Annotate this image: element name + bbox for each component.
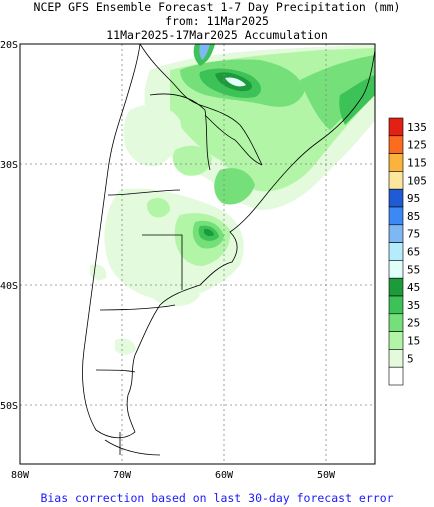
legend-swatch	[388, 117, 404, 137]
legend-swatch	[388, 277, 404, 297]
legend-label: 15	[407, 335, 420, 348]
legend-label: 25	[407, 317, 420, 330]
map-subtitle-period: 11Mar2025-17Mar2025 Accumulation	[106, 28, 328, 42]
legend-label: 45	[407, 281, 420, 294]
legend-label: 95	[407, 192, 420, 205]
legend-swatch	[388, 153, 404, 172]
legend-label: 5	[407, 352, 414, 365]
map-subtitle-init: from: 11Mar2025	[165, 14, 269, 28]
map-title: NCEP GFS Ensemble Forecast 1-7 Day Preci…	[33, 0, 401, 14]
lon-label-70w: 70W	[113, 470, 132, 481]
legend-swatch	[388, 171, 404, 190]
legend-label: 55	[407, 263, 420, 276]
legend-label: 35	[407, 299, 420, 312]
legend-swatch	[388, 295, 404, 315]
legend-label: 75	[407, 228, 420, 241]
legend-swatch	[388, 206, 404, 226]
lat-label-20s: 20S	[0, 40, 18, 51]
legend-label: 115	[407, 157, 427, 170]
bias-correction-note: Bias correction based on last 30-day for…	[40, 491, 394, 505]
legend-swatch	[388, 366, 404, 386]
precipitation-legend: 135 125 115 105 95 85 75 65 55 45 35 25 15 5	[388, 117, 427, 386]
legend-swatch	[388, 260, 404, 279]
lat-label-50s: 50S	[0, 401, 18, 412]
legend-swatch	[388, 313, 404, 332]
legend-label: 65	[407, 246, 420, 259]
legend-swatch	[388, 224, 404, 243]
legend-swatch	[388, 188, 404, 208]
legend-label: 105	[407, 174, 427, 187]
legend-label: 135	[407, 121, 427, 134]
legend-swatch	[388, 135, 404, 154]
lat-label-40s: 40S	[0, 281, 18, 292]
coastline	[82, 43, 376, 456]
lon-label-50w: 50W	[317, 470, 336, 481]
legend-swatch	[388, 331, 404, 350]
legend-swatch	[388, 349, 404, 368]
legend-label: 125	[407, 139, 427, 152]
legend-label: 85	[407, 210, 420, 223]
lon-label-80w: 80W	[11, 470, 30, 481]
legend-swatch	[388, 242, 404, 261]
map-frame	[19, 43, 376, 465]
precipitation-shading	[90, 44, 375, 355]
lat-label-30s: 30S	[0, 160, 18, 171]
lon-label-60w: 60W	[215, 470, 234, 481]
